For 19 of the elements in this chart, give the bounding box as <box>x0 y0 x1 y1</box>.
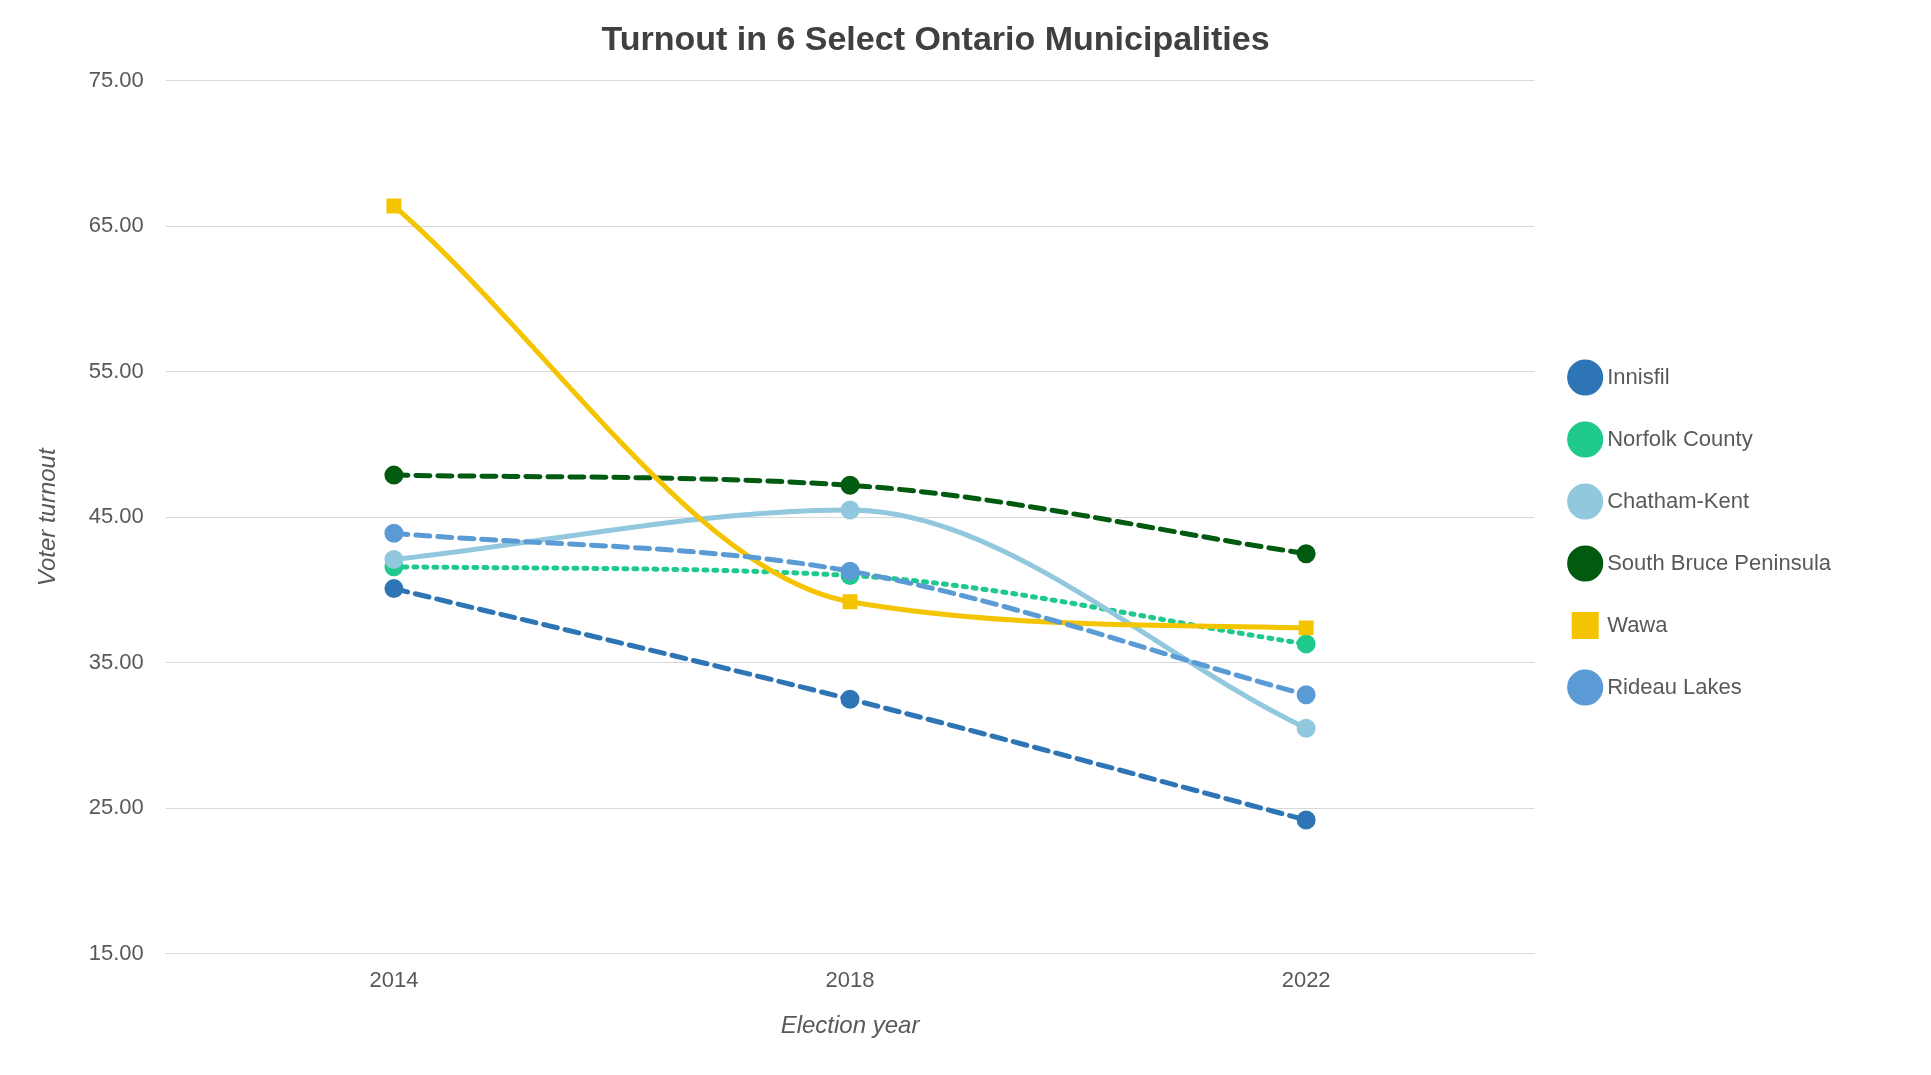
legend-label: Wawa <box>1607 611 1669 637</box>
x-tick-label: 2014 <box>369 967 419 993</box>
y-tick-label: 75.00 <box>88 66 144 92</box>
y-tick-label: 35.00 <box>88 648 144 674</box>
y-tick-label: 25.00 <box>88 794 144 820</box>
chart-title: Turnout in 6 Select Ontario Municipalities <box>601 18 1270 57</box>
legend-label: Chatham-Kent <box>1607 487 1750 513</box>
y-tick-label: 55.00 <box>88 357 144 383</box>
x-axis-title: Election year <box>780 1011 921 1039</box>
legend-label: Innisfil <box>1607 363 1670 389</box>
y-tick-label: 45.00 <box>88 503 144 529</box>
legend-label: South Bruce Peninsula <box>1607 549 1832 575</box>
y-tick-label: 65.00 <box>88 212 144 238</box>
legend-label: Norfolk County <box>1607 425 1753 451</box>
x-tick-label: 2018 <box>825 967 875 993</box>
legend-label: Rideau Lakes <box>1607 673 1742 699</box>
y-tick-label: 15.00 <box>88 939 144 965</box>
x-tick-label: 2022 <box>1281 967 1331 993</box>
y-axis-title: Voter turnout <box>33 447 61 587</box>
